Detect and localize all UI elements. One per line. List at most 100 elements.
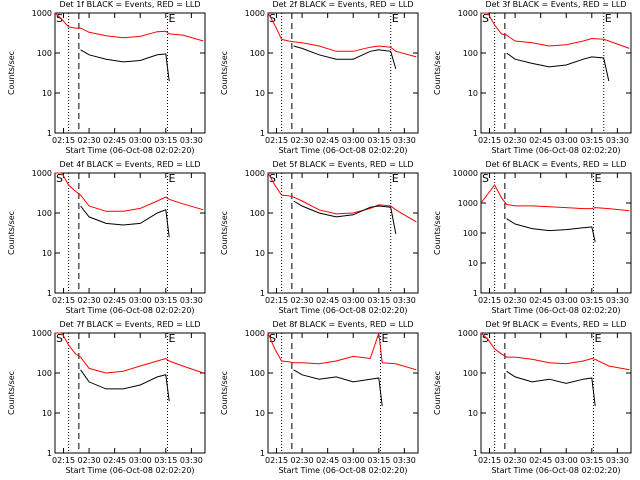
annotation: E bbox=[605, 12, 612, 25]
x-tick-label: 03:30 bbox=[180, 456, 203, 465]
panel: Det 6f BLACK = Events, RED = LLD Start Ti… bbox=[433, 160, 632, 315]
y-axis-label: Counts/sec bbox=[433, 51, 442, 95]
series-line bbox=[54, 12, 204, 42]
annotation: S bbox=[56, 172, 63, 185]
series-line bbox=[480, 183, 630, 212]
panel: Det 1f BLACK = Events, RED = LLD Start Ti… bbox=[7, 0, 206, 155]
x-tick-label: 03:30 bbox=[180, 136, 203, 145]
y-tick-label: 1000 bbox=[245, 329, 265, 338]
x-tick-label: 02:15 bbox=[478, 296, 501, 305]
annotation: E bbox=[382, 332, 389, 345]
x-tick-label: 03:15 bbox=[154, 136, 177, 145]
y-tick-label: 1000 bbox=[32, 9, 52, 18]
chart-title: Det 9f BLACK = Events, RED = LLD bbox=[485, 320, 626, 329]
annotation: S bbox=[269, 332, 276, 345]
y-tick-label: 1 bbox=[473, 289, 478, 298]
y-axis-label: Counts/sec bbox=[433, 371, 442, 415]
y-tick-label: 1000 bbox=[245, 169, 265, 178]
annotation: S bbox=[482, 12, 489, 25]
x-tick-label: 03:15 bbox=[580, 136, 603, 145]
y-tick-label: 10 bbox=[468, 89, 478, 98]
x-axis-label: Start Time (06-Oct-08 02:02:20) bbox=[491, 306, 620, 315]
y-tick-label: 10000 bbox=[453, 169, 478, 178]
x-axis-label: Start Time (06-Oct-08 02:02:20) bbox=[491, 466, 620, 475]
y-tick-label: 100 bbox=[250, 49, 265, 58]
y-tick-label: 1000 bbox=[458, 199, 478, 208]
series-line bbox=[55, 172, 204, 212]
x-tick-label: 03:00 bbox=[342, 296, 365, 305]
series-line bbox=[506, 52, 610, 82]
panel: Det 7f BLACK = Events, RED = LLD Start Ti… bbox=[7, 320, 206, 475]
x-tick-label: 03:00 bbox=[342, 136, 365, 145]
y-tick-label: 10 bbox=[255, 409, 265, 418]
x-tick-label: 02:45 bbox=[316, 456, 339, 465]
series-line bbox=[80, 205, 170, 238]
x-tick-label: 03:30 bbox=[393, 456, 416, 465]
y-tick-label: 1000 bbox=[458, 9, 478, 18]
x-tick-label: 02:45 bbox=[316, 296, 339, 305]
panel: Det 3f BLACK = Events, RED = LLD Start Ti… bbox=[433, 0, 632, 155]
plot-frame bbox=[267, 172, 419, 294]
y-tick-label: 10 bbox=[255, 249, 265, 258]
chart-title: Det 8f BLACK = Events, RED = LLD bbox=[272, 320, 413, 329]
annotation: S bbox=[269, 12, 276, 25]
x-tick-label: 02:15 bbox=[265, 456, 288, 465]
x-axis-label: Start Time (06-Oct-08 02:02:20) bbox=[278, 306, 407, 315]
annotation: E bbox=[169, 332, 176, 345]
y-tick-label: 100 bbox=[463, 49, 478, 58]
y-axis-label: Counts/sec bbox=[7, 371, 16, 415]
x-tick-label: 02:15 bbox=[52, 296, 75, 305]
y-tick-label: 1 bbox=[473, 449, 478, 458]
x-tick-label: 02:45 bbox=[529, 456, 552, 465]
annotation: E bbox=[169, 172, 176, 185]
panel: Det 8f BLACK = Events, RED = LLD Start Ti… bbox=[220, 320, 419, 475]
x-tick-label: 03:15 bbox=[580, 296, 603, 305]
chart-title: Det 4f BLACK = Events, RED = LLD bbox=[59, 160, 200, 169]
y-tick-label: 10 bbox=[468, 259, 478, 268]
plot-frame bbox=[480, 12, 632, 134]
x-axis-label: Start Time (06-Oct-08 02:02:20) bbox=[65, 306, 194, 315]
annotation: S bbox=[482, 172, 489, 185]
x-tick-label: 02:30 bbox=[504, 296, 527, 305]
x-tick-label: 02:30 bbox=[78, 136, 101, 145]
chart-title: Det 6f BLACK = Events, RED = LLD bbox=[485, 160, 626, 169]
x-tick-label: 03:00 bbox=[555, 296, 578, 305]
x-tick-label: 03:15 bbox=[580, 456, 603, 465]
x-tick-label: 03:15 bbox=[154, 296, 177, 305]
x-tick-label: 02:30 bbox=[504, 456, 527, 465]
annotation: S bbox=[56, 332, 63, 345]
plot-frame bbox=[54, 332, 206, 454]
panel: Det 9f BLACK = Events, RED = LLD Start Ti… bbox=[433, 320, 632, 475]
y-tick-label: 1000 bbox=[32, 329, 52, 338]
x-tick-label: 03:15 bbox=[367, 456, 390, 465]
y-tick-label: 1 bbox=[47, 289, 52, 298]
y-tick-label: 100 bbox=[463, 369, 478, 378]
y-tick-label: 100 bbox=[463, 229, 478, 238]
y-tick-label: 1 bbox=[47, 449, 52, 458]
chart-title: Det 1f BLACK = Events, RED = LLD bbox=[59, 0, 200, 9]
plot-frame bbox=[480, 332, 632, 454]
x-tick-label: 02:45 bbox=[529, 296, 552, 305]
series-line bbox=[293, 369, 383, 407]
series-line bbox=[506, 370, 596, 407]
x-tick-label: 02:15 bbox=[478, 456, 501, 465]
x-tick-label: 03:15 bbox=[154, 456, 177, 465]
x-tick-label: 02:30 bbox=[504, 136, 527, 145]
x-tick-label: 02:15 bbox=[265, 296, 288, 305]
x-tick-label: 03:00 bbox=[129, 136, 152, 145]
x-tick-label: 03:00 bbox=[555, 456, 578, 465]
annotation: E bbox=[595, 172, 602, 185]
y-tick-label: 10 bbox=[255, 89, 265, 98]
y-axis-label: Counts/sec bbox=[220, 211, 229, 255]
series-line bbox=[80, 369, 170, 402]
x-axis-label: Start Time (06-Oct-08 02:02:20) bbox=[491, 146, 620, 155]
x-tick-label: 03:15 bbox=[367, 136, 390, 145]
y-tick-label: 100 bbox=[250, 209, 265, 218]
x-tick-label: 02:45 bbox=[103, 456, 126, 465]
x-tick-label: 03:00 bbox=[555, 136, 578, 145]
x-tick-label: 02:30 bbox=[291, 456, 314, 465]
annotation: E bbox=[595, 332, 602, 345]
plot-frame bbox=[54, 12, 206, 134]
